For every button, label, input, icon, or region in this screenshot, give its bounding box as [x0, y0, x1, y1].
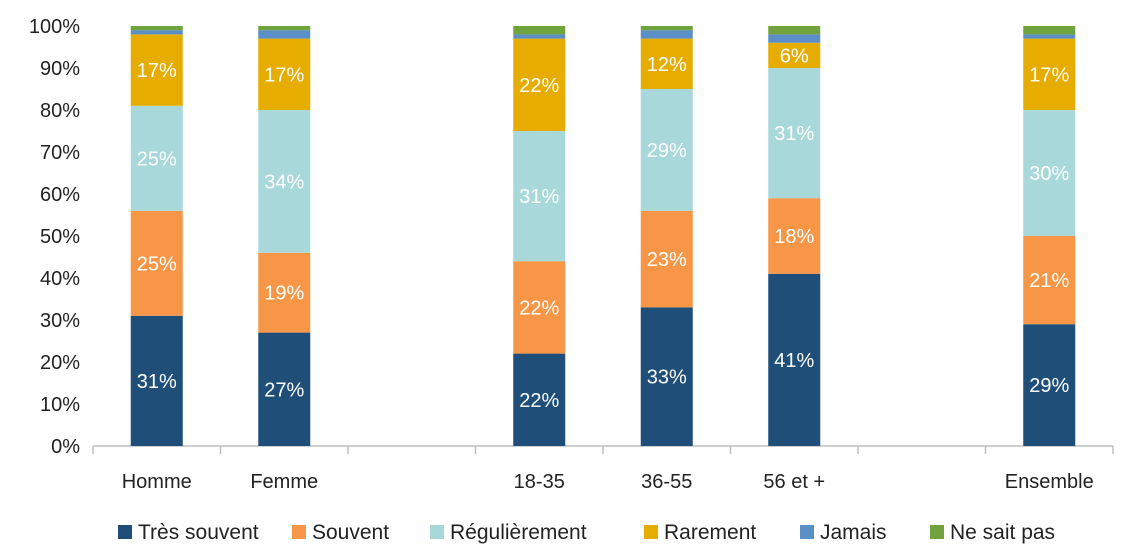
bar-segment	[513, 353, 566, 446]
bar-segment	[258, 332, 311, 446]
bar-segment	[768, 42, 821, 68]
bar-segment	[513, 34, 566, 39]
legend-label: Rarement	[664, 521, 756, 544]
y-tick-label: 0%	[51, 436, 80, 458]
bar-segment	[768, 198, 821, 274]
bar-segment	[1023, 34, 1076, 39]
bar-segment	[258, 252, 311, 333]
bar-segment	[130, 210, 183, 316]
bar-segment	[640, 38, 693, 89]
bar-segment	[258, 38, 311, 110]
segment-data-label: 21%	[1029, 270, 1069, 292]
legend-swatch	[430, 525, 444, 539]
segment-data-label: 41%	[774, 350, 814, 372]
segment-data-label: 29%	[1029, 375, 1069, 397]
legend-swatch	[930, 525, 944, 539]
segment-data-label: 30%	[1029, 163, 1069, 185]
y-tick-label: 30%	[40, 310, 80, 332]
legend: Très souvent Souvent Régulièrement Rarement…	[118, 521, 1055, 544]
y-tick-label: 100%	[29, 16, 80, 38]
bar-segment	[130, 105, 183, 211]
segment-data-label: 19%	[264, 283, 304, 305]
x-category-label: 56 et +	[763, 471, 825, 493]
x-axis: Homme Femme 18-35 36-55 56 et + Ensemble	[92, 445, 1114, 493]
segment-data-label: 22%	[519, 297, 559, 319]
segment-labels: 31% 25% 25% 17% 27% 19% 34% 17% 22% 22% 31% 22% 33% 2…	[137, 45, 1070, 411]
segment-data-label: 29%	[647, 140, 687, 162]
segment-data-label: 12%	[647, 54, 687, 76]
y-tick-label: 70%	[40, 142, 80, 164]
bar-segment	[258, 110, 311, 253]
bar-segment	[258, 30, 311, 39]
x-category-label: 36-55	[641, 471, 692, 493]
bar-segment	[513, 26, 566, 35]
bar-segment	[768, 68, 821, 199]
legend-swatch	[118, 525, 132, 539]
y-tick-label: 60%	[40, 184, 80, 206]
bar-segment	[640, 30, 693, 39]
bar-segment	[130, 30, 183, 35]
segment-data-label: 27%	[264, 379, 304, 401]
bar-segment	[1023, 38, 1076, 110]
bar-segment	[513, 38, 566, 131]
bar-segment	[768, 26, 821, 35]
bar-segment	[1023, 236, 1076, 325]
bar-segment	[513, 131, 566, 262]
segment-data-label: 22%	[519, 75, 559, 97]
bar-segment	[1023, 110, 1076, 236]
segment-data-label: 17%	[1029, 64, 1069, 86]
y-axis: 0% 10% 20% 30% 40% 50% 60% 70% 80% 90% 100%	[29, 16, 80, 458]
bar-segment	[640, 210, 693, 308]
bar-segment	[640, 89, 693, 211]
segment-data-label: 6%	[780, 45, 809, 67]
legend-label: Régulièrement	[450, 521, 587, 544]
segment-data-label: 33%	[647, 367, 687, 389]
legend-label: Souvent	[312, 521, 389, 544]
segment-data-label: 17%	[137, 60, 177, 82]
segment-data-label: 31%	[774, 123, 814, 145]
segment-data-label: 31%	[137, 371, 177, 393]
segment-data-label: 31%	[519, 186, 559, 208]
bar-segment	[1023, 26, 1076, 35]
y-tick-label: 20%	[40, 352, 80, 374]
y-tick-label: 90%	[40, 58, 80, 80]
segment-data-label: 23%	[647, 249, 687, 271]
x-category-label: 18-35	[514, 471, 565, 493]
segment-data-label: 17%	[264, 64, 304, 86]
legend-label: Ne sait pas	[950, 521, 1055, 544]
bars	[130, 26, 1076, 446]
y-tick-label: 80%	[40, 100, 80, 122]
bar-segment	[1023, 324, 1076, 446]
legend-label: Jamais	[820, 521, 887, 544]
bar-segment	[258, 26, 311, 31]
bar-segment	[130, 26, 183, 31]
segment-data-label: 22%	[519, 390, 559, 412]
x-category-label: Ensemble	[1005, 471, 1094, 493]
x-category-label: Femme	[250, 471, 318, 493]
y-tick-label: 10%	[40, 394, 80, 416]
x-category-label: Homme	[122, 471, 192, 493]
bar-segment	[640, 26, 693, 31]
legend-swatch	[644, 525, 658, 539]
segment-data-label: 25%	[137, 253, 177, 275]
segment-data-label: 18%	[774, 226, 814, 248]
bar-segment	[768, 34, 821, 43]
legend-label: Très souvent	[138, 521, 259, 544]
legend-swatch	[800, 525, 814, 539]
y-tick-label: 40%	[40, 268, 80, 290]
bar-segment	[640, 307, 693, 446]
segment-data-label: 34%	[264, 171, 304, 193]
bar-segment	[768, 273, 821, 446]
y-tick-label: 50%	[40, 226, 80, 248]
bar-segment	[130, 34, 183, 106]
bar-segment	[513, 261, 566, 354]
segment-data-label: 25%	[137, 148, 177, 170]
legend-swatch	[292, 525, 306, 539]
bar-segment	[130, 315, 183, 446]
